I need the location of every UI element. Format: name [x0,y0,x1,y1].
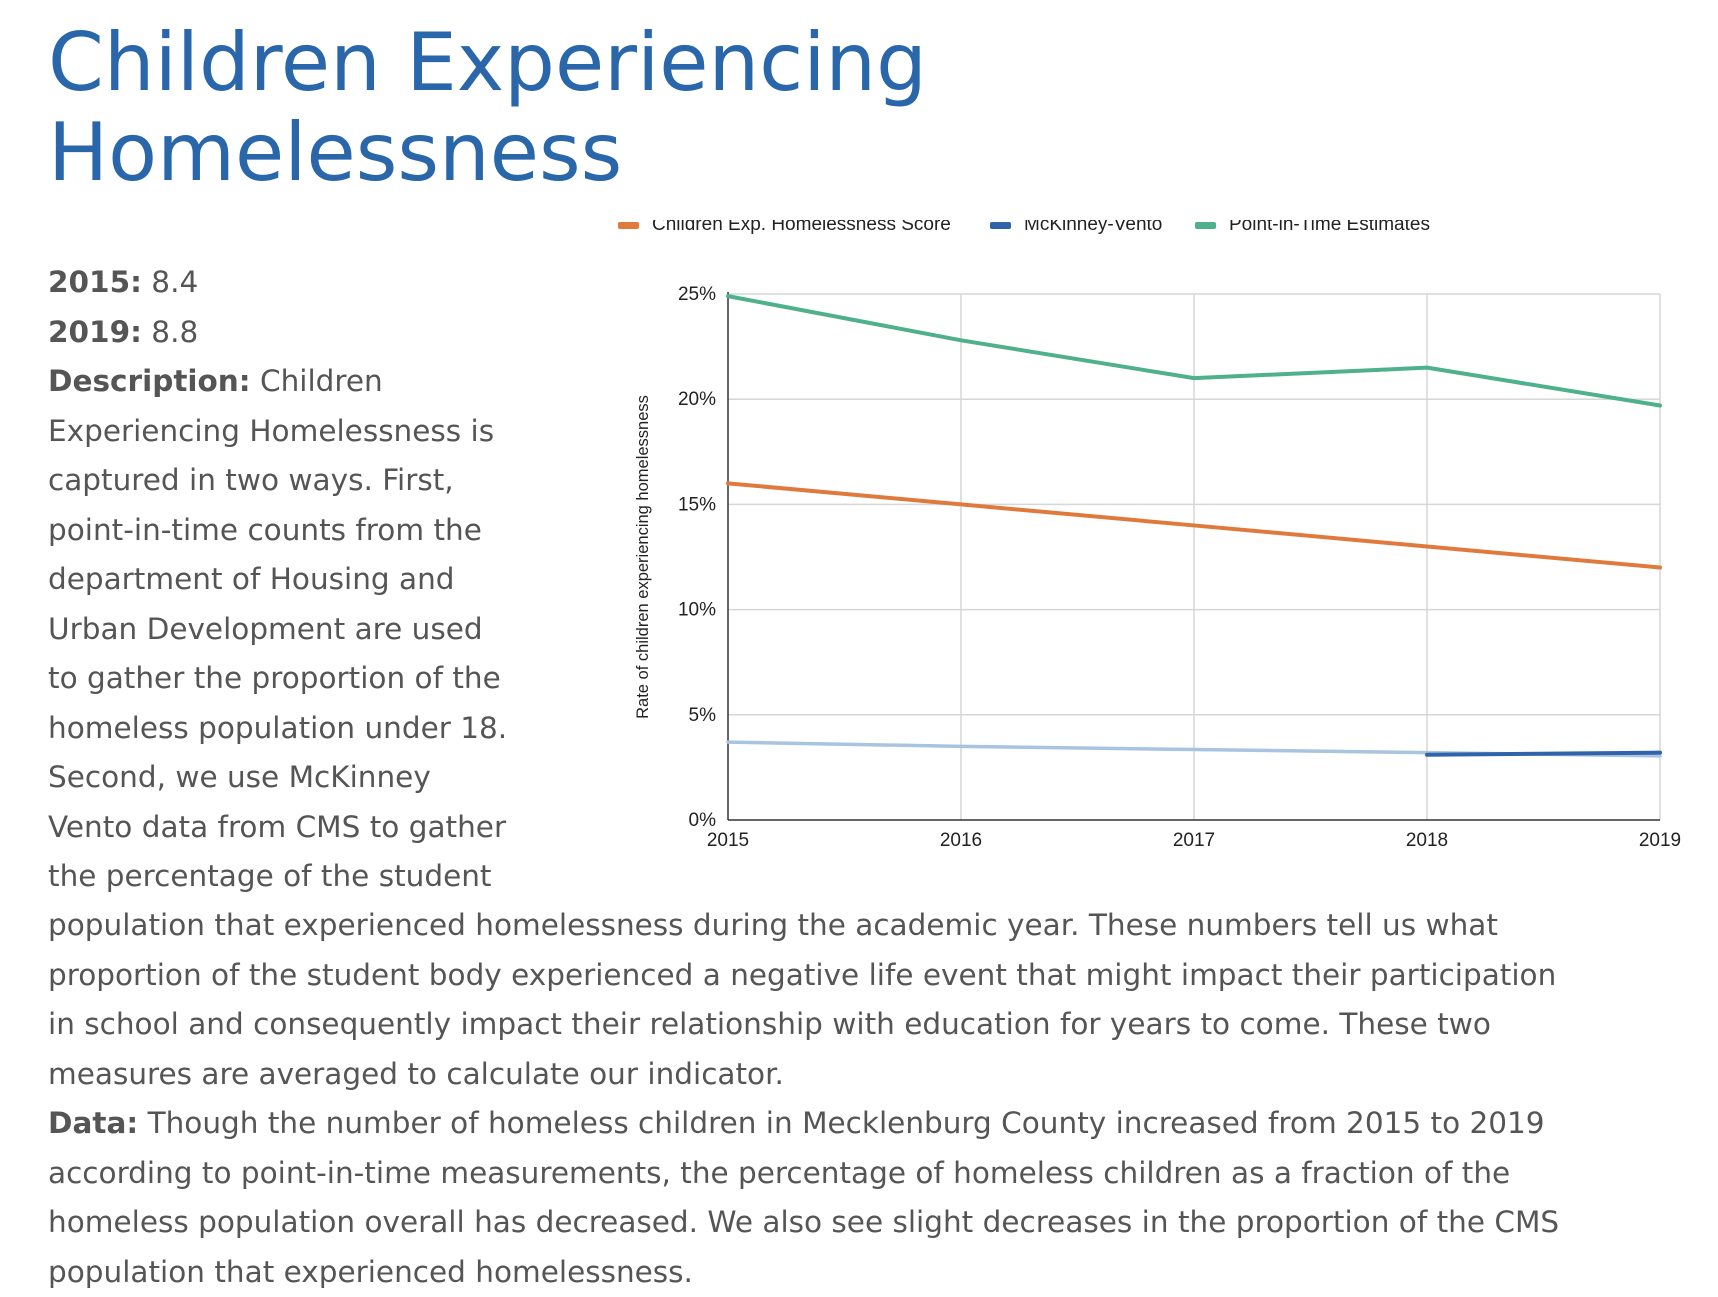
description-line: Second, we use McKinney [48,753,608,803]
stat-2019-label: 2019: [48,315,142,349]
data-line: population that experienced homelessness… [48,1248,1708,1297]
description-line: proportion of the student body experienc… [48,951,1708,1001]
x-tick-label: 2018 [1406,830,1448,851]
description-line: Description: Children [48,357,608,407]
description-label: Description: [48,364,251,398]
page-title: Children Experiencing Homelessness [48,18,1048,198]
legend-item-point-in-time-label: Point-in-Time Estimates [1229,220,1430,235]
line-chart: 0% 5% 10% 15% 20% 25% 2015 2016 2017 2018 2019 Rate… [600,220,1700,860]
x-tick-label: 2019 [1639,830,1681,851]
y-axis-title: Rate of children experiencing homelessne… [634,395,652,719]
description-line: department of Housing and [48,555,608,605]
description-line: Urban Development are used [48,605,608,655]
description-line: the percentage of the student [48,852,608,902]
y-tick-label: 25% [678,284,716,305]
legend-item-mckinney-vento-label: McKinney-Vento [1024,220,1162,235]
y-tick-label: 5% [689,705,717,726]
stat-2019-value: 8.8 [151,315,198,349]
data-label: Data: [48,1106,138,1140]
stat-2019: 2019: 8.8 [48,308,608,358]
legend-item-mckinney-vento-swatch [990,222,1011,229]
description-line: Vento data from CMS to gather [48,803,608,853]
description-line: captured in two ways. First, [48,456,608,506]
stat-2015: 2015: 8.4 [48,258,608,308]
description-line: homeless population under 18. [48,704,608,754]
full-width-text: population that experienced homelessness… [48,901,1708,1297]
y-tick-label: 0% [689,810,717,831]
description-line: Experiencing Homelessness is [48,407,608,457]
y-tick-label: 15% [678,494,716,515]
description-text: Children [260,364,383,398]
legend-item-homelessness-score-swatch [618,222,639,229]
description-line: to gather the proportion of the [48,654,608,704]
y-tick-label: 20% [678,389,716,410]
title-line-1: Children Experiencing [48,18,1048,108]
y-tick-label: 10% [678,600,716,621]
legend-item-homelessness-score-label: Children Exp. Homelessness Score [652,220,951,235]
title-line-2: Homelessness [48,108,1048,198]
description-line: population that experienced homelessness… [48,901,1708,951]
stat-2015-value: 8.4 [151,265,198,299]
x-tick-label: 2015 [707,830,749,851]
data-line: homeless population overall has decrease… [48,1198,1708,1248]
stat-2015-label: 2015: [48,265,142,299]
data-line: Data: Though the number of homeless chil… [48,1099,1708,1149]
chart-svg: 0% 5% 10% 15% 20% 25% 2015 2016 2017 2018 2019 Rate… [600,220,1700,860]
legend-item-point-in-time-swatch [1195,222,1216,229]
description-line: in school and consequently impact their … [48,1000,1708,1050]
x-tick-label: 2016 [940,830,982,851]
left-text-column: 2015: 8.4 2019: 8.8 Description: Childre… [48,258,608,902]
description-line: point-in-time counts from the [48,506,608,556]
series-line-mckinney-vento [1427,753,1660,755]
data-line: according to point-in-time measurements,… [48,1149,1708,1199]
description-line: measures are averaged to calculate our i… [48,1050,1708,1100]
x-tick-label: 2017 [1173,830,1215,851]
data-text: Though the number of homeless children i… [148,1106,1545,1140]
